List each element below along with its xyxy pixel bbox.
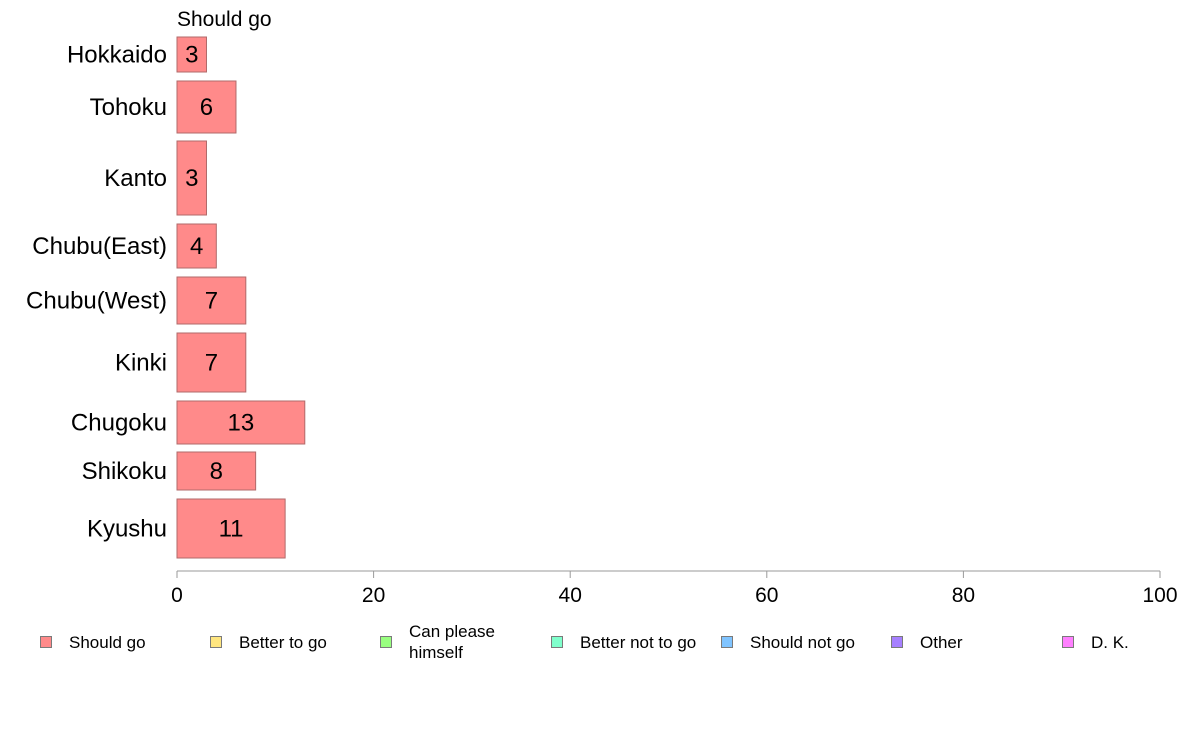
bar-data-label: 4: [190, 233, 203, 260]
legend-item: Can please himself: [380, 620, 509, 664]
category-label: Kinki: [115, 350, 167, 377]
legend-label: Can please himself: [409, 622, 496, 662]
legend-label: Should go: [69, 632, 146, 652]
bar-data-label: 6: [200, 94, 213, 121]
bar: [176, 36, 207, 73]
legend-swatch: [380, 636, 392, 648]
x-tick-label: 40: [559, 584, 582, 607]
legend-swatch: [551, 636, 563, 648]
bar: [176, 498, 286, 559]
bar: [176, 140, 207, 216]
bar-data-label: 7: [205, 288, 218, 315]
legend-label: Should not go: [750, 632, 855, 652]
legend-swatch: [1062, 636, 1074, 648]
category-label: Hokkaido: [67, 42, 167, 69]
legend-label: Better not to go: [580, 632, 697, 652]
bar-data-label: 11: [219, 516, 244, 543]
legend-label: Better to go: [239, 632, 327, 652]
category-label: Chubu(West): [26, 288, 167, 315]
x-axis: 0 20 40 60 80 100: [171, 570, 1178, 607]
bar: [176, 332, 247, 393]
legend-swatch: [210, 636, 222, 648]
legend: Should go Better to go Can please himself B…: [0, 620, 1188, 664]
legend-item: D. K.: [1062, 620, 1188, 664]
category-label: Chugoku: [71, 410, 167, 437]
legend-item: Should go: [40, 620, 189, 664]
bar: [176, 400, 306, 445]
bar-data-label: 3: [185, 42, 198, 69]
legend-item: Should not go: [721, 620, 870, 664]
series-label: Should go: [177, 8, 272, 31]
bar-data-label: 3: [185, 165, 198, 192]
category-label: Kyushu: [87, 516, 167, 543]
legend-swatch: [891, 636, 903, 648]
legend-swatch: [40, 636, 52, 648]
legend-item: Better to go: [210, 620, 359, 664]
x-tick-label: 60: [755, 584, 778, 607]
legend-label: D. K.: [1091, 632, 1129, 652]
bar-data-label: 13: [228, 410, 255, 437]
x-tick-label: 80: [952, 584, 975, 607]
category-labels: Hokkaido Tohoku Kanto Chubu(East) Chubu(West…: [26, 42, 167, 543]
bar-data-label: 8: [210, 458, 223, 485]
legend-item: Other: [891, 620, 1040, 664]
legend-swatch: [721, 636, 733, 648]
bar: [176, 80, 237, 134]
legend-label: Other: [920, 632, 963, 652]
bar: [176, 451, 257, 491]
bar: [176, 276, 247, 325]
category-label: Kanto: [104, 165, 167, 192]
category-label: Shikoku: [82, 458, 167, 485]
category-label: Chubu(East): [32, 233, 167, 260]
x-tick-label: 20: [362, 584, 385, 607]
bar: [176, 223, 217, 269]
bar-data-label: 7: [205, 350, 218, 377]
x-tick-label: 0: [171, 584, 183, 607]
x-tick-label: 100: [1142, 584, 1177, 607]
legend-item: Better not to go: [551, 620, 700, 664]
category-label: Tohoku: [90, 94, 167, 121]
